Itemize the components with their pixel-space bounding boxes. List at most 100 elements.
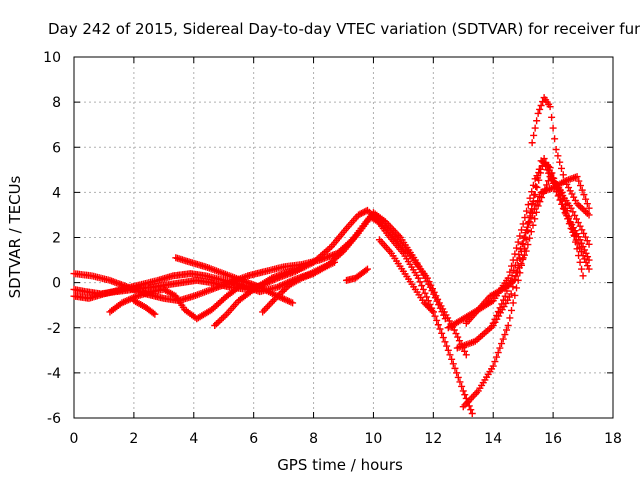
x-tick-label: 6 (249, 431, 258, 447)
data-point (583, 209, 591, 217)
data-point (579, 272, 587, 280)
data-point (529, 181, 537, 189)
data-point (461, 347, 469, 355)
data-point (450, 326, 458, 334)
data-point (453, 369, 461, 377)
data-point (552, 146, 560, 154)
x-tick-label: 2 (129, 431, 138, 447)
data-point (436, 304, 444, 312)
data-point (218, 315, 226, 323)
data-point (582, 195, 590, 203)
data-point (580, 191, 588, 199)
data-point (414, 274, 422, 282)
data-point (423, 293, 431, 301)
data-point (530, 205, 538, 213)
data-point (491, 358, 499, 366)
y-tick-label: -6 (47, 411, 61, 427)
data-point (510, 266, 518, 274)
data-point (429, 308, 437, 316)
data-point (583, 200, 591, 208)
x-tick-label: 16 (544, 431, 562, 447)
data-point (535, 176, 543, 184)
data-points (70, 94, 593, 417)
data-point (560, 194, 568, 202)
y-tick-label: -4 (47, 366, 61, 382)
data-point (565, 213, 573, 221)
data-point (533, 183, 541, 191)
data-point (454, 373, 462, 381)
data-point (563, 207, 571, 215)
data-point (517, 260, 525, 268)
data-point (529, 221, 537, 229)
data-point (523, 207, 531, 215)
x-axis-label: GPS time / hours (277, 456, 403, 474)
series-arc-j (375, 236, 437, 316)
data-point (525, 218, 533, 226)
data-point (559, 204, 567, 212)
series-arc-i (342, 265, 371, 284)
data-point (363, 265, 371, 273)
data-point (580, 229, 588, 237)
data-point (556, 196, 564, 204)
data-point (513, 256, 521, 264)
data-point (456, 378, 464, 386)
data-point (496, 344, 504, 352)
data-point (559, 171, 567, 179)
data-point (448, 355, 456, 363)
series-arc-p (528, 94, 593, 219)
data-point (566, 187, 574, 195)
data-point (499, 335, 507, 343)
data-point (446, 351, 454, 359)
data-point (430, 290, 438, 298)
series-arc-d (106, 281, 246, 323)
data-point (436, 325, 444, 333)
data-point (289, 299, 297, 307)
data-point (149, 309, 157, 317)
series-arc-f (172, 254, 297, 307)
y-tick-label: -2 (47, 321, 61, 337)
data-point (569, 208, 577, 216)
data-point (493, 312, 501, 320)
data-point (584, 253, 592, 261)
data-point (331, 258, 339, 266)
x-tick-label: 18 (604, 431, 622, 447)
data-point (516, 232, 524, 240)
data-point (515, 251, 523, 259)
data-point (582, 208, 590, 216)
data-point (509, 299, 517, 307)
data-point (585, 240, 593, 248)
data-point (513, 284, 521, 292)
data-point (216, 317, 224, 325)
data-point (571, 196, 579, 204)
data-point (221, 312, 229, 320)
data-point (533, 117, 541, 125)
data-point (434, 321, 442, 329)
data-point (542, 162, 550, 170)
data-point (499, 296, 507, 304)
data-point (522, 229, 530, 237)
data-point (441, 315, 449, 323)
data-point (554, 192, 562, 200)
x-tick-label: 4 (189, 431, 198, 447)
data-point (585, 211, 593, 219)
data-point (428, 306, 436, 314)
data-point (581, 246, 589, 254)
data-point (557, 164, 565, 172)
data-point (578, 226, 586, 234)
series-arc-n (462, 173, 587, 327)
data-point (513, 244, 521, 252)
data-point (518, 226, 526, 234)
data-point (438, 329, 446, 337)
data-point (520, 234, 528, 242)
series-arc-l (453, 155, 593, 352)
data-point (573, 200, 581, 208)
series-arc-g (211, 263, 309, 329)
data-point (578, 204, 586, 212)
data-point (548, 113, 556, 121)
data-point (514, 238, 522, 246)
data-point (462, 351, 470, 359)
data-point (498, 340, 506, 348)
data-point (506, 314, 514, 322)
x-tick-label: 14 (484, 431, 502, 447)
data-point (151, 310, 159, 318)
